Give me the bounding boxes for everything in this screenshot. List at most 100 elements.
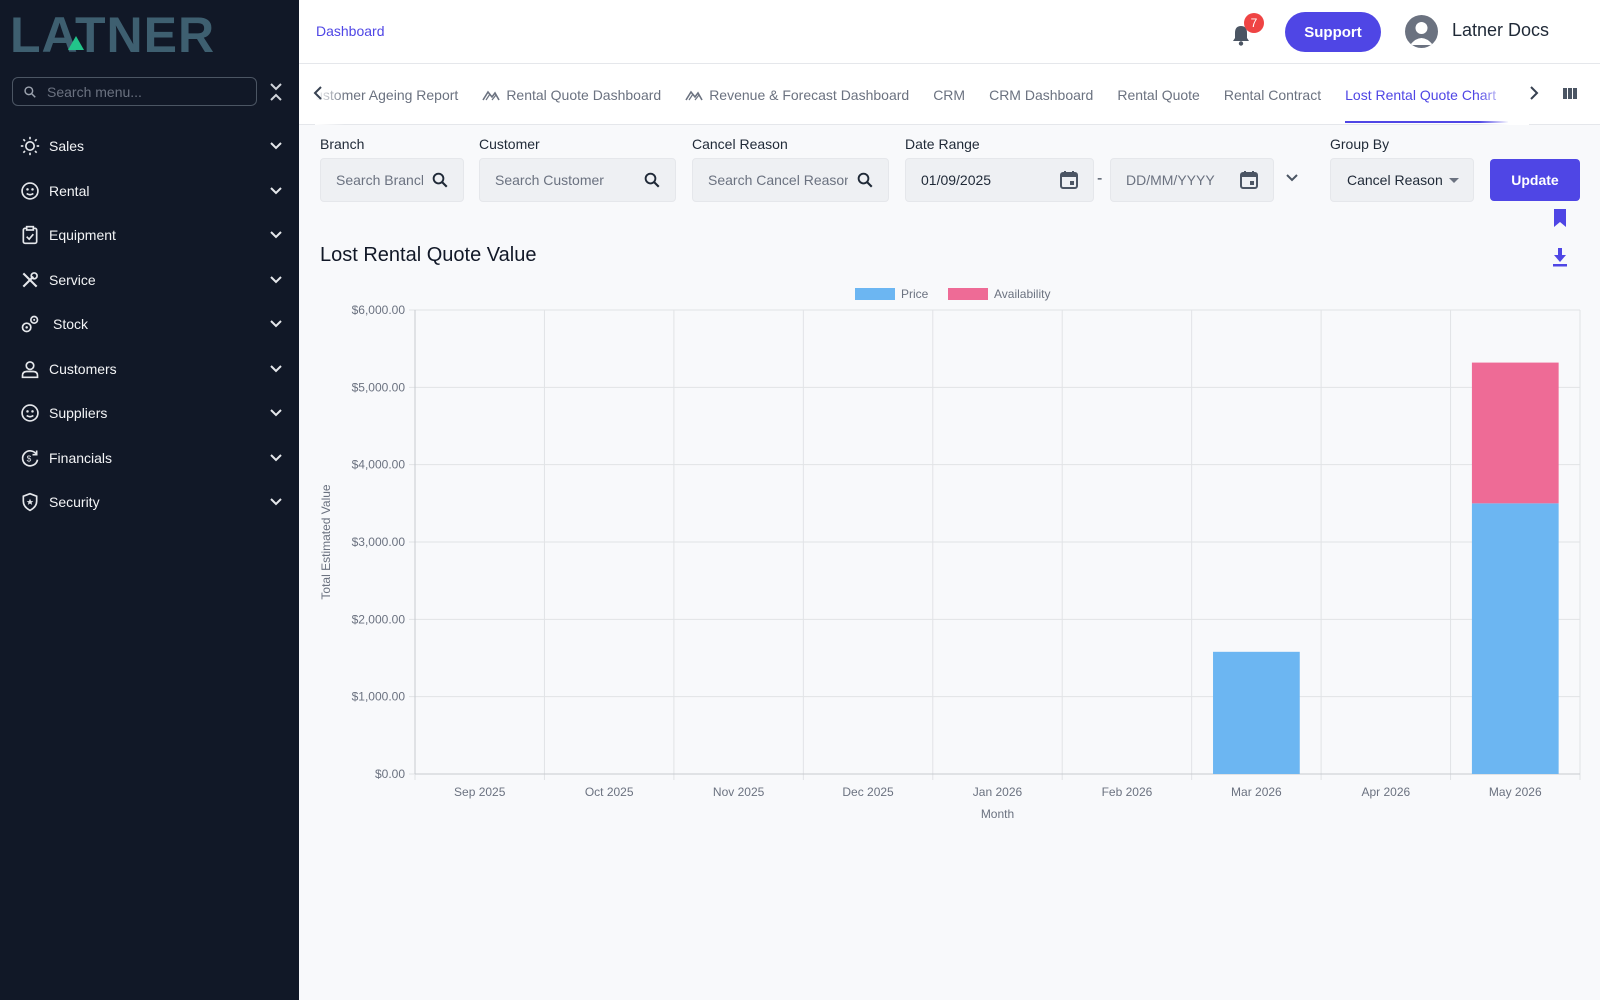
x-tick-label: Apr 2026 bbox=[1361, 785, 1410, 799]
tabs-bar: Customer Ageing Report Rental Quote Dash… bbox=[299, 64, 1600, 125]
group-by-select[interactable]: Cancel Reason bbox=[1330, 158, 1474, 202]
update-button[interactable]: Update bbox=[1490, 159, 1580, 201]
tabs-fade-right bbox=[1479, 64, 1529, 125]
sidebar-item-customers[interactable]: Customers bbox=[0, 347, 299, 392]
sidebar-nav: Sales Rental Equipment Service Stock Cus… bbox=[0, 124, 299, 525]
x-tick-label: Feb 2026 bbox=[1102, 785, 1153, 799]
service-icon bbox=[19, 269, 41, 291]
caret-down-icon bbox=[1448, 177, 1459, 183]
y-tick-label: $2,000.00 bbox=[352, 612, 406, 626]
calendar-icon[interactable] bbox=[1239, 170, 1259, 190]
tabs-viewport: Customer Ageing Report Rental Quote Dash… bbox=[315, 64, 1515, 125]
chevron-down-icon bbox=[270, 276, 282, 284]
tab-lost-rental-quote-chart[interactable]: Lost Rental Quote Chart bbox=[1333, 64, 1509, 125]
tab-label: Lost Rental Quote Chart bbox=[1345, 86, 1497, 103]
sidebar-item-stock[interactable]: Stock bbox=[0, 302, 299, 347]
sidebar-item-label: Equipment bbox=[49, 227, 116, 244]
menu-search[interactable] bbox=[12, 77, 257, 106]
tab-label: CRM bbox=[933, 86, 966, 103]
tab-label: CRM Dashboard bbox=[989, 86, 1094, 103]
download-icon[interactable] bbox=[1551, 247, 1569, 267]
security-icon bbox=[19, 491, 41, 513]
sidebar-item-suppliers[interactable]: Suppliers bbox=[0, 391, 299, 436]
tab-rental-contract[interactable]: Rental Contract bbox=[1212, 64, 1333, 125]
sidebar-item-label: Sales bbox=[49, 138, 85, 155]
tab-rental-quote-dashboard[interactable]: Rental Quote Dashboard bbox=[470, 64, 673, 125]
sidebar-item-label: Customers bbox=[49, 360, 117, 377]
x-tick-label: Sep 2025 bbox=[454, 785, 506, 799]
sidebar-item-rental[interactable]: Rental bbox=[0, 169, 299, 214]
user-name[interactable]: Latner Docs bbox=[1452, 20, 1550, 40]
sales-icon bbox=[19, 135, 41, 157]
x-tick-label: Dec 2025 bbox=[842, 785, 894, 799]
legend-swatch-price bbox=[855, 288, 895, 300]
chart-title: Lost Rental Quote Value bbox=[320, 244, 537, 266]
chevron-down-icon bbox=[270, 454, 282, 462]
svg-text:$: $ bbox=[27, 453, 32, 463]
columns-icon[interactable] bbox=[1562, 85, 1578, 101]
sidebar-item-equipment[interactable]: Equipment bbox=[0, 213, 299, 258]
financials-icon: $ bbox=[19, 447, 41, 469]
y-tick-label: $0.00 bbox=[375, 767, 405, 781]
sidebar-item-sales[interactable]: Sales bbox=[0, 124, 299, 169]
chevron-down-icon bbox=[270, 142, 282, 150]
y-tick-label: $1,000.00 bbox=[352, 690, 406, 704]
avatar[interactable] bbox=[1405, 15, 1438, 48]
y-tick-label: $5,000.00 bbox=[352, 380, 406, 394]
collapse-icon[interactable] bbox=[268, 82, 284, 102]
customer-filter[interactable] bbox=[479, 158, 676, 202]
bookmark-icon[interactable] bbox=[1552, 208, 1568, 228]
sidebar: LATNER Sales Rental Equipment Service bbox=[0, 0, 299, 1000]
sidebar-item-financials[interactable]: $ Financials bbox=[0, 436, 299, 481]
chevron-down-icon bbox=[270, 231, 282, 239]
x-tick-label: Oct 2025 bbox=[585, 785, 634, 799]
search-icon[interactable] bbox=[431, 171, 449, 189]
sidebar-item-label: Rental bbox=[49, 182, 90, 199]
tab-rental-quote[interactable]: Rental Quote bbox=[1105, 64, 1212, 125]
branch-input[interactable] bbox=[336, 172, 423, 188]
tab-crm-dashboard[interactable]: CRM Dashboard bbox=[977, 64, 1105, 125]
suppliers-icon bbox=[19, 402, 41, 424]
search-icon bbox=[24, 85, 36, 98]
sidebar-item-service[interactable]: Service bbox=[0, 258, 299, 303]
y-tick-label: $3,000.00 bbox=[352, 535, 406, 549]
rental-icon bbox=[19, 180, 41, 202]
customers-icon bbox=[19, 358, 41, 380]
sidebar-item-security[interactable]: Security bbox=[0, 480, 299, 525]
date-from-field[interactable] bbox=[905, 158, 1094, 202]
search-icon[interactable] bbox=[643, 171, 661, 189]
svg-text:LATNER: LATNER bbox=[10, 8, 215, 58]
date-to-field[interactable] bbox=[1110, 158, 1274, 202]
date-from-input[interactable] bbox=[921, 172, 1051, 188]
date-to-input[interactable] bbox=[1126, 172, 1231, 188]
customer-input[interactable] bbox=[495, 172, 635, 188]
chevron-down-icon bbox=[270, 409, 282, 417]
date-separator: - bbox=[1097, 170, 1103, 187]
x-axis-title: Month bbox=[981, 807, 1014, 821]
chevron-right-icon[interactable] bbox=[1525, 84, 1541, 102]
tab-customer-ageing-report[interactable]: Customer Ageing Report bbox=[315, 64, 470, 125]
legend-label-availability: Availability bbox=[994, 287, 1050, 301]
tab-crm[interactable]: CRM bbox=[921, 64, 977, 125]
chevron-down-icon[interactable] bbox=[1284, 170, 1300, 186]
cancel-reason-input[interactable] bbox=[708, 172, 848, 188]
legend-swatch-availability bbox=[948, 288, 988, 300]
legend-label-price: Price bbox=[901, 287, 929, 301]
breadcrumb-dashboard[interactable]: Dashboard bbox=[316, 23, 385, 39]
support-button[interactable]: Support bbox=[1285, 12, 1381, 52]
latner-logo[interactable]: LATNER bbox=[10, 8, 282, 58]
menu-search-input[interactable] bbox=[47, 83, 247, 100]
x-tick-label: Nov 2025 bbox=[713, 785, 765, 799]
equipment-icon bbox=[19, 224, 41, 246]
calendar-icon[interactable] bbox=[1059, 170, 1079, 190]
chevron-down-icon bbox=[270, 498, 282, 506]
bell-icon[interactable] bbox=[1231, 24, 1251, 46]
chevron-left-icon[interactable] bbox=[311, 84, 327, 102]
cancel-reason-label: Cancel Reason bbox=[692, 136, 788, 152]
tab-revenue-forecast-dashboard[interactable]: Revenue & Forecast Dashboard bbox=[673, 64, 921, 125]
tab-label: Revenue & Forecast Dashboard bbox=[709, 86, 910, 103]
search-icon[interactable] bbox=[856, 171, 874, 189]
branch-filter[interactable] bbox=[320, 158, 464, 202]
chevron-down-icon bbox=[270, 187, 282, 195]
cancel-reason-filter[interactable] bbox=[692, 158, 889, 202]
